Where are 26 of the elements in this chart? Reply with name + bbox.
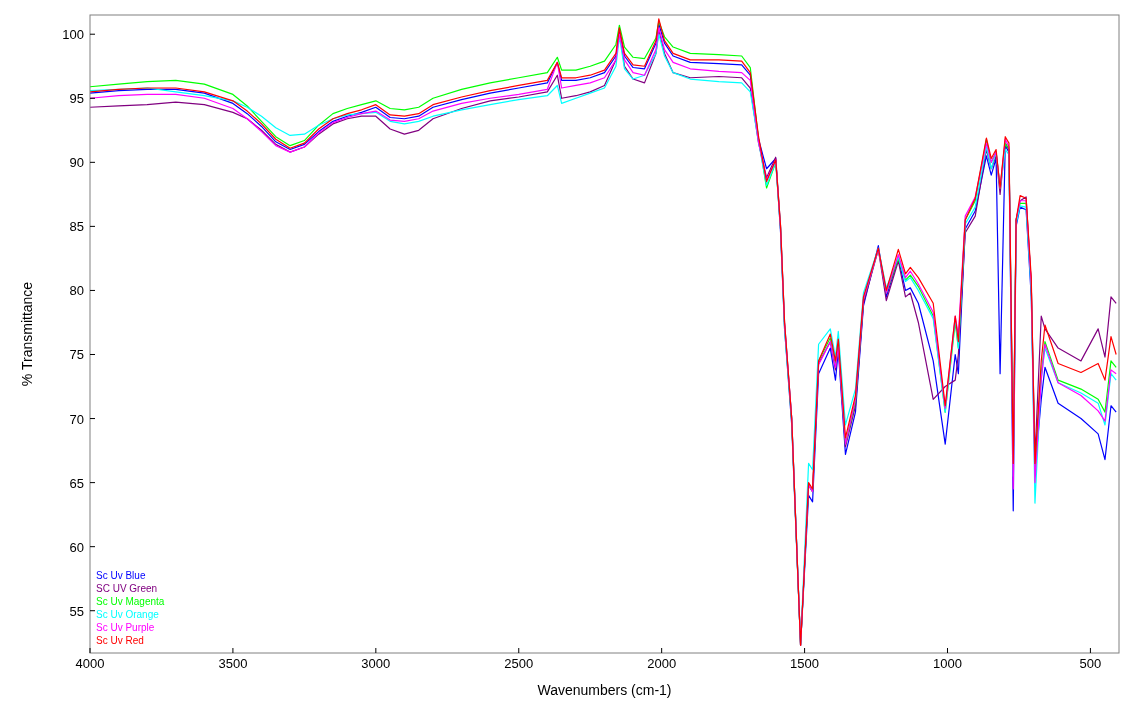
y-tick-label: 65 [69, 475, 84, 491]
y-tick-label: 95 [69, 91, 84, 107]
y-tick-label: 60 [69, 539, 84, 555]
text: Sc Uv Blue [96, 570, 146, 581]
text: Sc Uv Orange [96, 609, 160, 620]
text: Sc Uv Red [96, 635, 144, 646]
x-tick-label: 1000 [933, 656, 962, 671]
x-tick-label: 4000 [75, 656, 105, 671]
x-tick-label: 3000 [361, 656, 391, 671]
text: Sc Uv Magenta [96, 596, 165, 607]
x-axis-title: Wavenumbers (cm-1) [537, 682, 672, 698]
y-tick-label: 75 [69, 347, 84, 363]
y-tick-label: 85 [69, 219, 84, 235]
x-tick-label: 2500 [504, 656, 534, 671]
y-tick-label: 90 [69, 155, 84, 171]
x-tick-label: 1500 [790, 656, 820, 671]
x-tick-label: 2000 [647, 656, 677, 671]
y-tick-label: 70 [69, 411, 84, 427]
text: Sc Uv Purple [96, 622, 155, 633]
y-axis-title: % Transmittance [19, 281, 35, 387]
y-tick-label: 55 [69, 603, 84, 619]
x-tick-label: 3500 [218, 656, 248, 671]
text: SC UV Green [96, 583, 158, 594]
y-tick-label: 80 [69, 283, 84, 299]
y-tick-label: 100 [62, 27, 84, 43]
x-tick-label: 500 [1079, 656, 1102, 671]
